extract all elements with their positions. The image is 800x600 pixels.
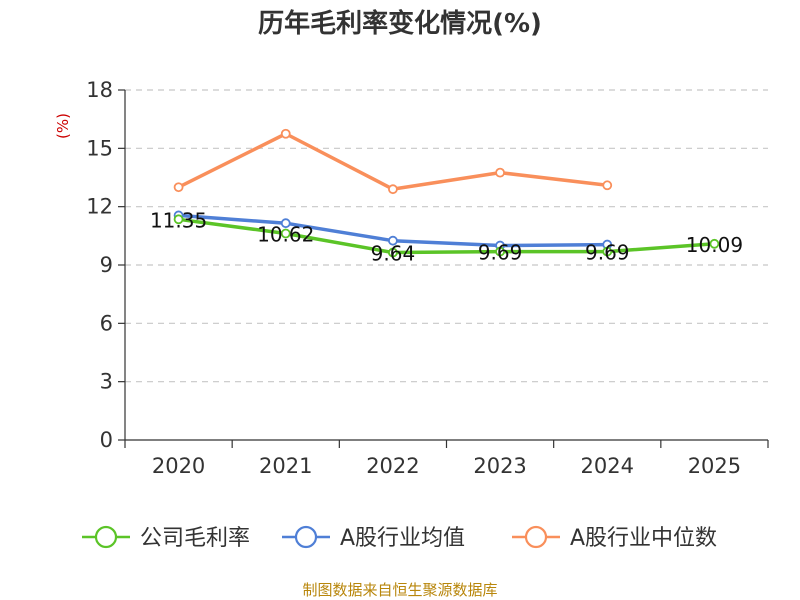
data-label: 11.35 [150,208,207,232]
data-label: 9.69 [478,241,523,265]
y-tick-label: 9 [100,253,113,277]
x-tick-label: 2021 [259,454,312,478]
legend-label: A股行业均值 [340,526,465,551]
series-line [177,132,608,191]
data-point [173,182,184,193]
x-tick-label: 2020 [152,454,205,478]
legend-marker [524,525,548,549]
legend-item[interactable]: A股行业均值 [282,525,465,551]
legend-label: A股行业中位数 [570,526,717,551]
y-axis-label: (%) [54,113,72,139]
data-point [280,218,291,229]
data-point [495,167,505,178]
data-point [388,184,398,195]
legend-label: 公司毛利率 [140,526,250,551]
legend-item[interactable]: A股行业中位数 [512,525,717,551]
legend-marker [294,525,318,549]
y-tick-label: 6 [100,311,113,335]
y-tick-label: 12 [86,195,113,219]
series-line [178,217,715,255]
y-tick-label: 15 [86,136,113,160]
data-point [280,228,291,239]
y-tick-label: 3 [100,370,113,394]
data-label: 10.62 [257,223,314,247]
series-2 [173,128,613,195]
series-layer [173,128,720,258]
x-tick-label: 2023 [473,454,526,478]
data-labels: 11.35 10.62 9.64 9.69 9.69 10.09 [150,208,743,265]
legend-item[interactable]: 公司毛利率 [82,525,250,551]
axes: 0 3 6 9 12 15 18 2020 2021 2022 2023 2024 2025 [86,78,769,478]
x-tick-label: 2024 [581,454,634,478]
legend: 公司毛利率 A股行业均值 A股行业中位数 [82,525,717,551]
source-note: 制图数据来自恒生聚源数据库 [302,581,497,599]
data-point [173,214,184,225]
data-point [602,180,613,191]
data-label: 10.09 [686,233,743,257]
data-point [709,238,720,249]
x-tick-label: 2022 [366,454,419,478]
legend-marker [94,525,118,549]
y-tick-label: 0 [100,428,113,452]
data-point [280,128,291,139]
x-tick-label: 2025 [688,454,741,478]
data-point [388,247,398,258]
chart-title: 历年毛利率变化情况(%) [258,8,542,39]
data-point [388,235,398,246]
data-point [602,246,613,257]
grid-lines [125,89,768,383]
data-point [495,246,505,257]
data-label: 9.69 [585,241,630,265]
y-tick-label: 18 [86,78,113,102]
series-0 [173,214,720,258]
data-label: 9.64 [371,242,416,266]
